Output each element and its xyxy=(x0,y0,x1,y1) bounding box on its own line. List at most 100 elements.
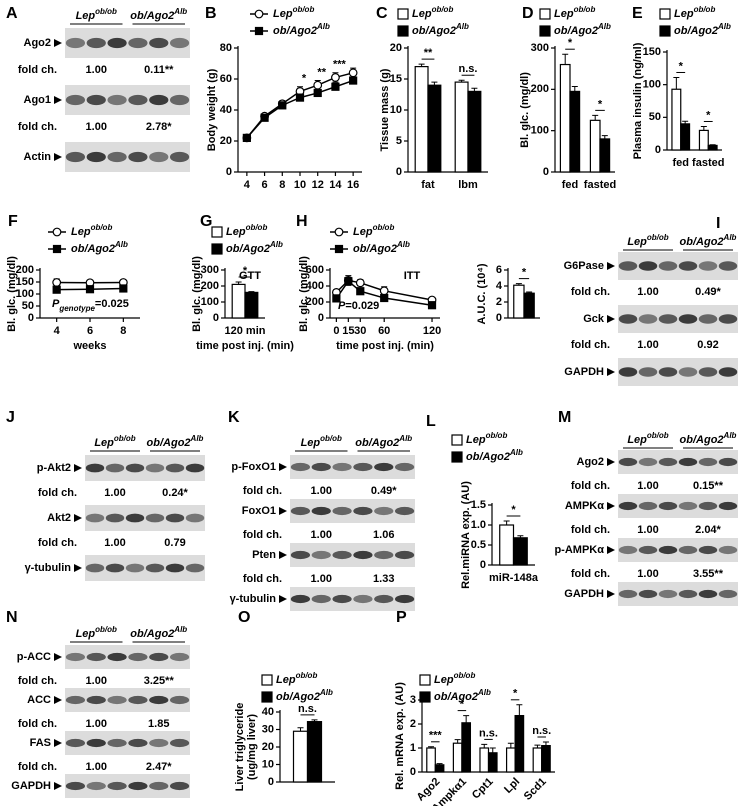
row-arrow xyxy=(279,507,287,515)
blot-band xyxy=(698,367,718,377)
blot-band xyxy=(698,589,718,599)
blot-band xyxy=(290,550,311,560)
y-axis-label: Rel.miRNA exp. (AU) xyxy=(460,481,472,589)
row-arrow xyxy=(607,502,615,510)
marker xyxy=(313,80,323,90)
fold-label: fold ch. xyxy=(18,761,57,773)
legend-name: Lep xyxy=(674,8,694,20)
fold-value: 1.00 xyxy=(86,718,107,730)
blot-band xyxy=(128,695,148,705)
y-tick-label: 15 xyxy=(390,73,402,85)
legend-name: ob/Ago2 xyxy=(71,243,115,255)
blot xyxy=(618,582,738,606)
x-tick-label: 14 xyxy=(329,179,342,191)
blot-band xyxy=(107,738,127,748)
y-tick-label: 100 xyxy=(531,125,549,137)
row-label: Ago2 xyxy=(577,456,605,468)
blot-band xyxy=(394,506,415,516)
blot xyxy=(290,455,415,479)
fold-value: 1.00 xyxy=(637,480,658,492)
group-sup: ob/ob xyxy=(95,625,117,634)
blot-band xyxy=(128,151,148,163)
legend-label: Lepob/ob xyxy=(412,5,453,20)
group-label: ob/Ago2Alb xyxy=(130,625,187,640)
y-tick-label: 20 xyxy=(390,42,402,54)
blot-band xyxy=(332,506,352,516)
legend-name: Lep xyxy=(434,674,454,686)
legend-swatch xyxy=(451,451,463,463)
group-label: ob/Ago2Alb xyxy=(147,434,204,449)
blot xyxy=(65,142,190,172)
legend-label: Lepob/ob xyxy=(71,223,112,238)
y-tick-label: 0 xyxy=(410,766,416,778)
blot-band xyxy=(86,37,106,49)
y-axis-label: Plasma insulin (ng/ml) xyxy=(632,42,644,159)
blot-band xyxy=(85,463,105,473)
bar xyxy=(671,88,682,151)
error-bar xyxy=(507,742,514,748)
legend-label: ob/Ago2Alb xyxy=(276,688,333,703)
chart-title: ITT xyxy=(404,270,421,282)
y-axis-label: Bl. glc. (mg/dl) xyxy=(298,256,310,332)
blot-band xyxy=(678,545,698,555)
blot-band xyxy=(128,37,148,49)
group-label: Lepob/ob xyxy=(76,625,117,640)
blot-band xyxy=(658,457,678,467)
x-tick-label: 8 xyxy=(120,325,126,337)
x-tick-label: fat xyxy=(421,179,435,191)
marker xyxy=(278,101,287,110)
blot-band xyxy=(165,463,185,473)
stat-text: =0.029 xyxy=(345,300,379,312)
fold-label: fold ch. xyxy=(18,675,57,687)
row-arrow xyxy=(54,782,62,790)
y-tick-label: 0 xyxy=(655,144,661,156)
y-tick-label: 60 xyxy=(220,73,232,85)
legend-swatch xyxy=(397,25,409,37)
x-tick-label: 12 xyxy=(312,179,324,191)
legend-label: Lepob/ob xyxy=(276,671,317,686)
legend-name: Lep xyxy=(353,226,373,238)
row-label: p-AMPKα xyxy=(554,544,604,556)
blot xyxy=(65,645,190,669)
blot-band xyxy=(85,513,105,523)
fold-value: 0.79 xyxy=(164,537,185,549)
error-bar xyxy=(489,747,496,753)
x-tick-label: Lpl xyxy=(502,776,522,796)
blot-band xyxy=(86,781,106,791)
fold-value: 1.00 xyxy=(104,487,125,499)
fold-value: 1.00 xyxy=(311,485,332,497)
legend-label: ob/Ago2Alb xyxy=(466,448,523,463)
x-tick-label: 120 xyxy=(423,325,441,337)
row-label: ACC xyxy=(27,694,51,706)
blot-band xyxy=(311,462,331,472)
fold-value: 1.00 xyxy=(637,568,658,580)
legend-label: Lepob/ob xyxy=(273,5,314,20)
blot-band xyxy=(65,695,86,705)
fold-value: 1.00 xyxy=(86,761,107,773)
y-axis-label: Body weight (g) xyxy=(206,68,218,151)
bar xyxy=(427,84,442,173)
y-tick-label: 40 xyxy=(262,706,274,718)
fold-value: 0.24* xyxy=(162,487,188,499)
blot xyxy=(618,494,738,518)
blot-band xyxy=(145,513,165,523)
error-bar xyxy=(463,715,470,723)
fold-label: fold ch. xyxy=(18,718,57,730)
row-arrow xyxy=(54,739,62,747)
blot-band xyxy=(86,151,106,163)
bar xyxy=(434,764,445,773)
row-label: AMPKα xyxy=(565,500,604,512)
fold-value: 1.85 xyxy=(148,718,169,730)
row-label: Gck xyxy=(583,313,605,325)
blot-band xyxy=(169,94,190,106)
fold-value: 2.78* xyxy=(146,121,172,133)
marker xyxy=(380,293,389,303)
blot-band xyxy=(107,781,127,791)
blot-band xyxy=(149,695,169,705)
blot-band xyxy=(128,781,148,791)
row-label: p-Akt2 xyxy=(37,462,71,474)
blot-band xyxy=(678,261,698,271)
legend-name: ob/Ago2 xyxy=(276,691,320,703)
